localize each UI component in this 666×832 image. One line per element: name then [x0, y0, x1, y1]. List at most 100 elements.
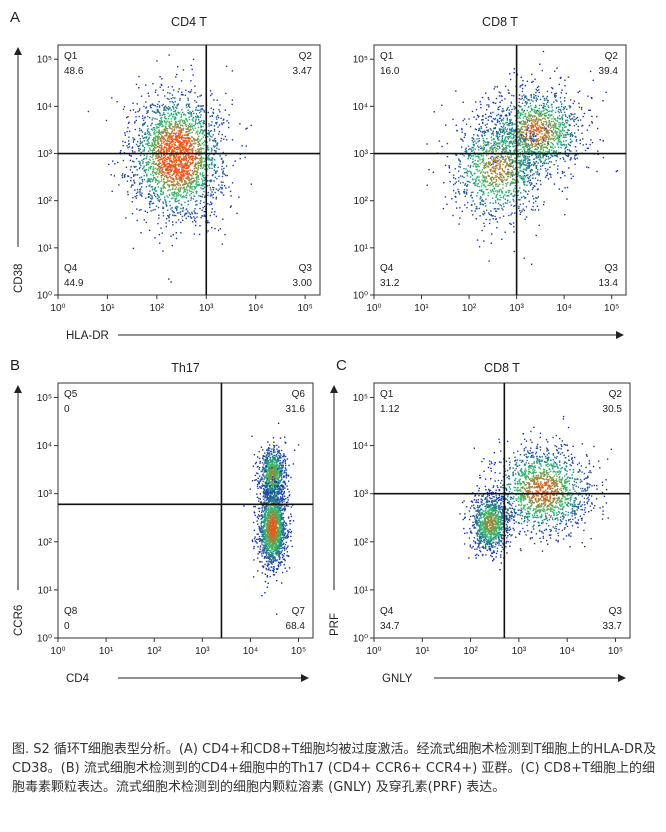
- event-dot: [520, 127, 522, 129]
- event-dot: [524, 176, 527, 178]
- event-dot: [517, 121, 519, 123]
- event-dot: [178, 158, 180, 160]
- event-dot: [196, 212, 198, 215]
- event-dot: [514, 205, 516, 207]
- event-dot: [546, 109, 548, 112]
- event-dot: [523, 195, 525, 198]
- event-dot: [184, 138, 187, 140]
- event-dot: [523, 143, 526, 145]
- event-dot: [157, 109, 159, 111]
- event-dot: [218, 109, 220, 111]
- event-dot: [174, 110, 176, 113]
- event-dot: [211, 160, 213, 162]
- event-dot: [579, 139, 581, 142]
- event-dot: [503, 129, 505, 131]
- event-dot: [151, 180, 153, 182]
- event-dot: [193, 185, 196, 188]
- event-dot: [200, 130, 202, 132]
- event-dot: [171, 105, 174, 108]
- event-dot: [172, 224, 174, 226]
- event-dot: [197, 168, 199, 170]
- event-dot: [542, 124, 544, 127]
- event-dot: [141, 135, 144, 137]
- event-dot: [171, 174, 173, 177]
- event-dot: [146, 139, 148, 142]
- event-dot: [185, 118, 187, 120]
- event-dot: [541, 142, 543, 145]
- event-dot: [149, 206, 151, 209]
- event-dot: [142, 137, 144, 139]
- event-dot: [528, 99, 531, 101]
- event-dot: [189, 157, 192, 159]
- event-dot: [153, 188, 156, 191]
- event-dot: [196, 109, 198, 111]
- event-dot: [218, 184, 220, 186]
- event-dot: [135, 158, 138, 160]
- event-dot: [523, 154, 526, 157]
- event-dot: [160, 147, 162, 149]
- event-dot: [134, 122, 136, 124]
- event-dot: [541, 133, 543, 135]
- event-dot: [196, 163, 198, 166]
- event-dot: [500, 156, 503, 158]
- event-dot: [155, 155, 158, 158]
- event-dot: [225, 92, 227, 95]
- event-dot: [537, 162, 539, 164]
- event-dot: [151, 110, 154, 112]
- event-dot: [512, 123, 514, 125]
- event-dot: [149, 190, 151, 192]
- event-dot: [476, 155, 479, 158]
- event-dot: [543, 105, 545, 107]
- event-dot: [176, 168, 178, 171]
- event-dot: [479, 202, 481, 204]
- event-dot: [561, 190, 563, 192]
- event-dot: [175, 127, 178, 129]
- event-dot: [548, 160, 551, 163]
- event-dot: [473, 145, 475, 147]
- event-dot: [162, 187, 164, 189]
- event-dot: [500, 95, 503, 97]
- event-dot: [142, 145, 144, 147]
- event-dot: [519, 187, 521, 189]
- event-dot: [545, 130, 547, 132]
- event-dot: [167, 135, 169, 137]
- event-dot: [504, 202, 507, 204]
- event-dot: [199, 225, 201, 227]
- event-dot: [566, 149, 569, 151]
- event-dot: [176, 146, 178, 149]
- event-dot: [500, 114, 503, 116]
- event-dot: [190, 145, 192, 147]
- event-dot: [537, 171, 539, 173]
- event-dot: [517, 194, 519, 197]
- event-dot: [464, 183, 467, 185]
- event-dot: [176, 73, 178, 76]
- event-dot: [535, 116, 538, 119]
- event-dot: [531, 182, 533, 184]
- event-dot: [474, 203, 476, 205]
- event-dot: [195, 142, 197, 144]
- event-dot: [537, 151, 539, 154]
- event-dot: [523, 123, 525, 126]
- event-dot: [526, 137, 528, 139]
- event-dot: [209, 187, 211, 189]
- event-dot: [547, 132, 550, 134]
- event-dot: [489, 202, 491, 204]
- event-dot: [546, 174, 548, 176]
- event-dot: [179, 155, 181, 157]
- event-dot: [509, 73, 511, 75]
- event-dot: [537, 188, 539, 190]
- event-dot: [185, 164, 187, 166]
- event-dot: [483, 166, 485, 169]
- event-dot: [507, 151, 510, 154]
- event-dot: [487, 143, 489, 145]
- event-dot: [505, 114, 508, 116]
- event-dot: [172, 108, 175, 110]
- event-dot: [528, 182, 531, 184]
- event-dot: [207, 220, 209, 222]
- event-dot: [165, 158, 168, 161]
- event-dot: [494, 117, 497, 120]
- event-dot: [189, 179, 191, 182]
- event-dot: [212, 112, 215, 115]
- event-dot: [504, 160, 506, 162]
